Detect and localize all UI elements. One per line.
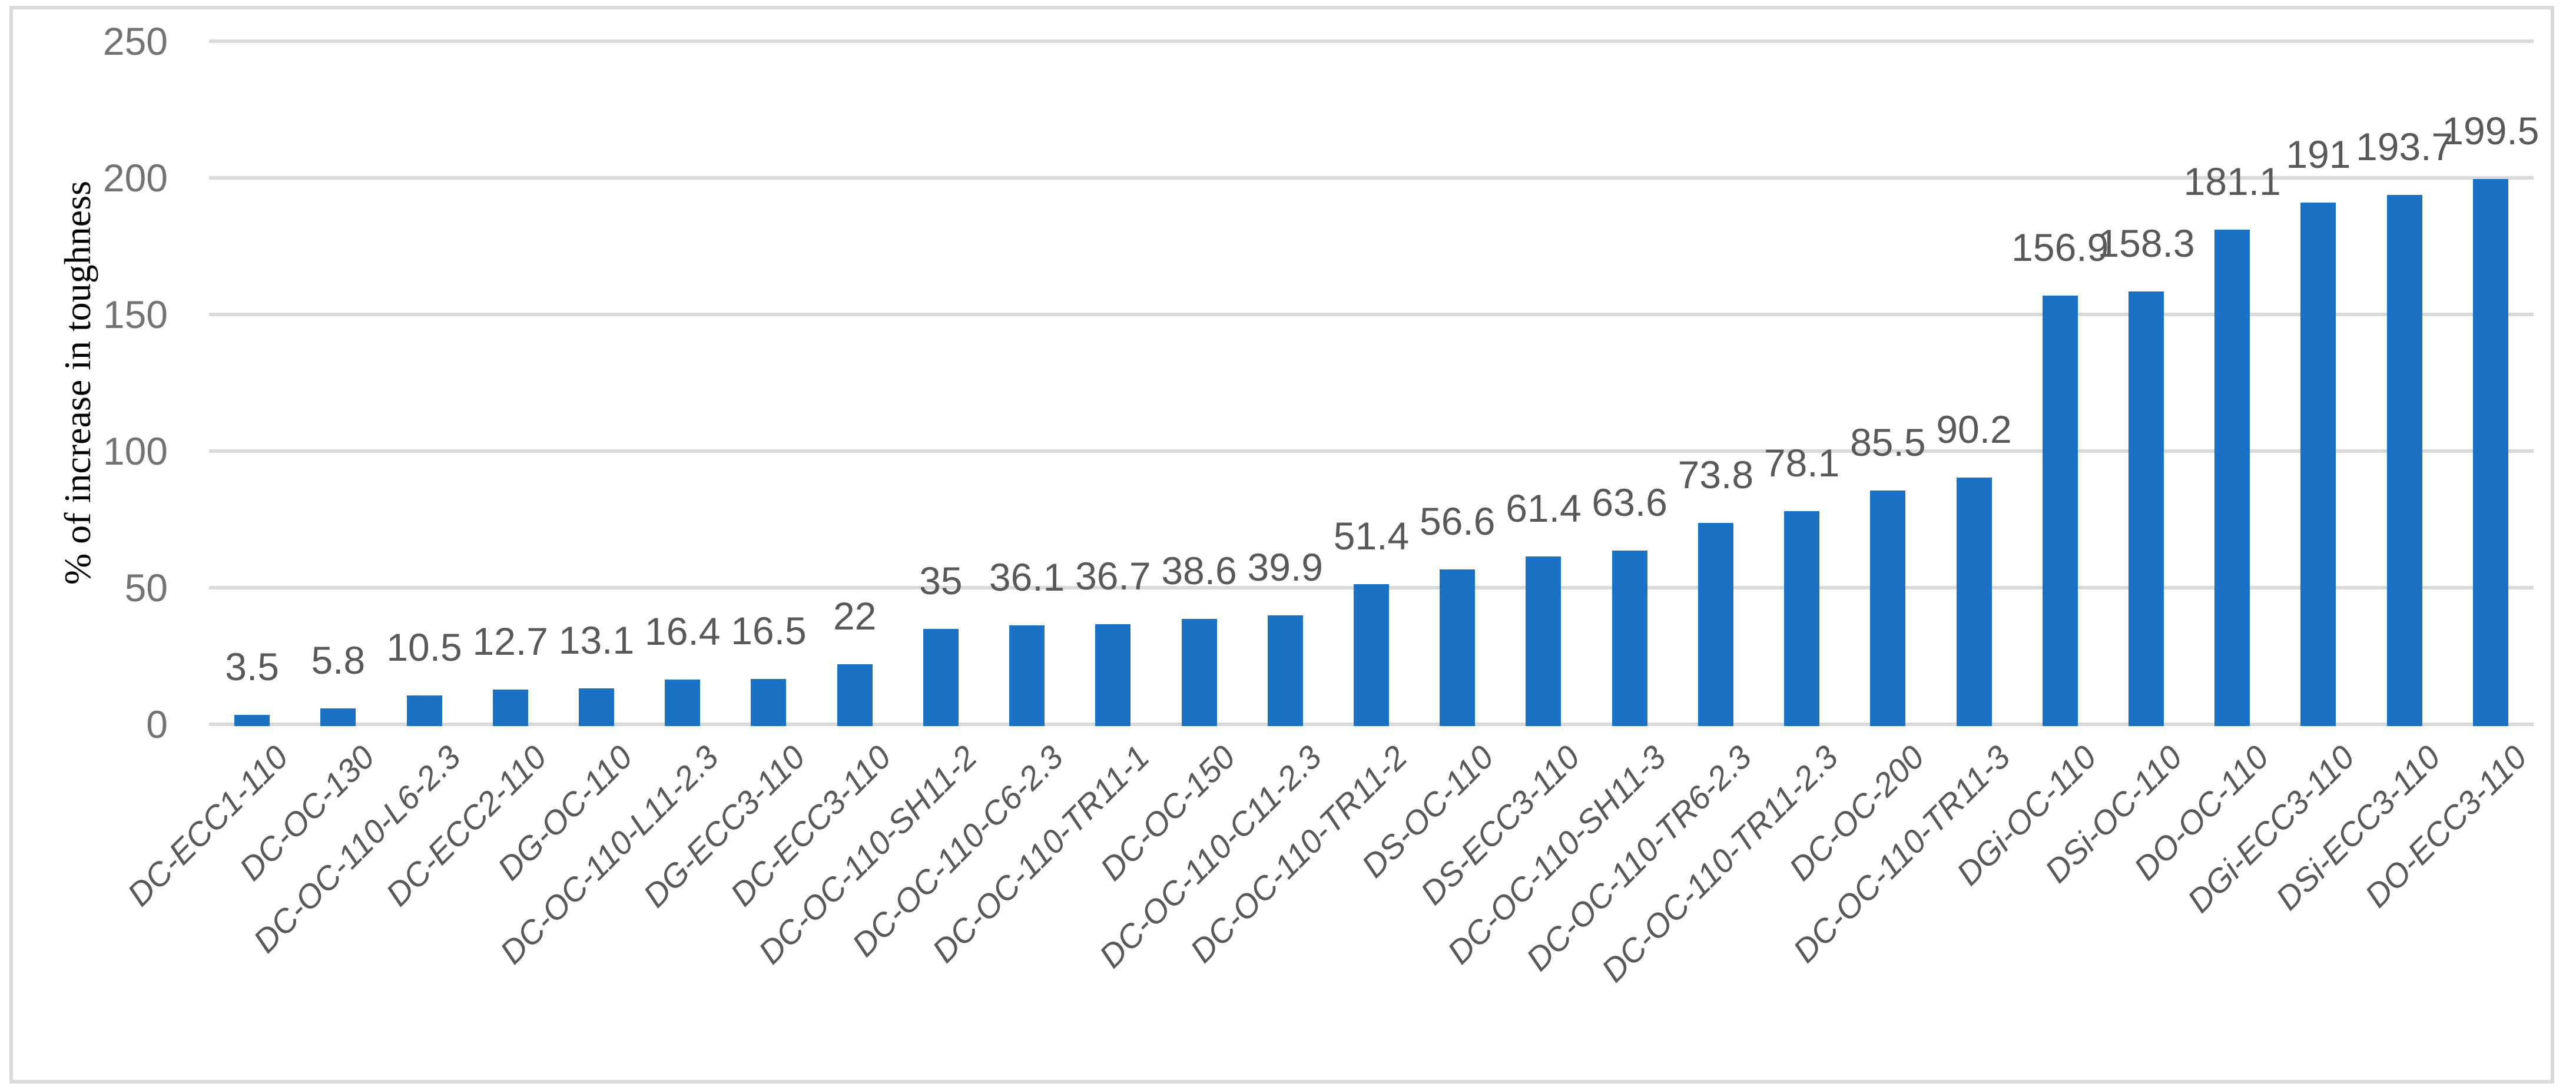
bar-value-label: 12.7 bbox=[472, 619, 548, 664]
bar-value-label: 35 bbox=[919, 558, 963, 602]
gridline bbox=[209, 449, 2534, 453]
bar bbox=[1267, 615, 1303, 726]
bar bbox=[579, 688, 614, 726]
y-tick-label: 100 bbox=[102, 429, 168, 473]
gridline bbox=[209, 313, 2534, 316]
bar-value-label: 16.4 bbox=[644, 609, 721, 653]
bar-value-label: 191 bbox=[2286, 132, 2351, 176]
bar bbox=[923, 628, 959, 726]
bar bbox=[1870, 491, 1906, 726]
y-tick-label: 50 bbox=[124, 566, 168, 609]
bar-value-label: 10.5 bbox=[386, 625, 462, 670]
bar bbox=[2472, 179, 2508, 726]
bar-value-label: 56.6 bbox=[1419, 499, 1496, 544]
bar bbox=[320, 708, 356, 726]
bar-value-label: 90.2 bbox=[1936, 407, 2012, 452]
bar-value-label: 51.4 bbox=[1333, 513, 1410, 558]
bar bbox=[751, 679, 787, 726]
bar bbox=[1354, 584, 1389, 726]
bar bbox=[1956, 478, 1992, 726]
bar bbox=[1698, 522, 1733, 726]
bar-value-label: 73.8 bbox=[1677, 452, 1754, 496]
bar bbox=[665, 679, 701, 726]
bar-value-label: 63.6 bbox=[1592, 480, 1667, 524]
bar bbox=[406, 695, 442, 726]
bar bbox=[1612, 550, 1647, 726]
bar-value-label: 38.6 bbox=[1161, 548, 1237, 592]
bar-value-label: 156.9 bbox=[2011, 225, 2109, 269]
bar bbox=[1009, 625, 1045, 726]
y-tick-label: 0 bbox=[146, 703, 168, 746]
bar bbox=[1526, 556, 1561, 726]
bar bbox=[492, 690, 528, 726]
bar bbox=[1181, 618, 1217, 726]
bar-value-label: 16.5 bbox=[731, 609, 807, 653]
bar-value-label: 5.8 bbox=[311, 638, 366, 683]
gridline bbox=[209, 176, 2534, 180]
bar-value-label: 13.1 bbox=[558, 618, 635, 662]
y-axis-title: % of increase in toughness bbox=[57, 180, 98, 585]
bar-value-label: 199.5 bbox=[2442, 109, 2539, 153]
bar bbox=[1440, 569, 1476, 726]
bar-value-label: 181.1 bbox=[2183, 159, 2281, 203]
bar bbox=[1784, 511, 1820, 726]
bar bbox=[2214, 229, 2250, 726]
bar-value-label: 193.7 bbox=[2356, 125, 2454, 169]
bar-value-label: 36.1 bbox=[989, 555, 1065, 599]
bar bbox=[2386, 195, 2422, 726]
bar bbox=[2300, 202, 2336, 726]
bar bbox=[837, 664, 873, 726]
y-tick-label: 250 bbox=[102, 19, 168, 63]
bar bbox=[1095, 624, 1131, 726]
bar bbox=[2042, 295, 2078, 726]
bar-value-label: 61.4 bbox=[1506, 486, 1582, 531]
y-tick-label: 200 bbox=[102, 156, 168, 200]
bar bbox=[2129, 291, 2164, 726]
bar-value-label: 78.1 bbox=[1763, 440, 1840, 485]
gridline bbox=[209, 39, 2534, 43]
bar-value-label: 36.7 bbox=[1075, 554, 1151, 598]
bar-value-label: 39.9 bbox=[1247, 545, 1323, 589]
bar-value-label: 158.3 bbox=[2097, 221, 2195, 266]
bar-value-label: 3.5 bbox=[225, 644, 279, 688]
bar-value-label: 22 bbox=[833, 594, 877, 638]
y-tick-label: 150 bbox=[102, 293, 168, 336]
bar-value-label: 85.5 bbox=[1850, 420, 1926, 465]
bar bbox=[234, 714, 270, 726]
